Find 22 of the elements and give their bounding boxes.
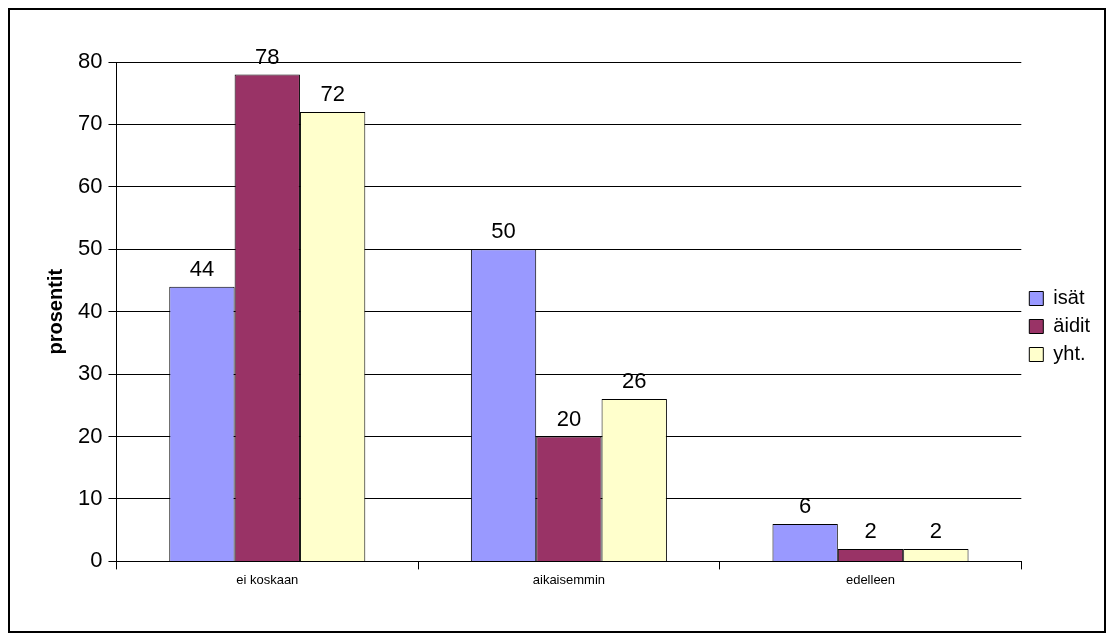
data-label: 2 (929, 517, 942, 543)
x-tick-label: ei koskaan (236, 571, 299, 587)
y-tick-label: 80 (77, 48, 103, 74)
data-label: 72 (320, 81, 345, 106)
data-label: 2 (864, 517, 877, 543)
x-tick-label: edelleen (845, 571, 896, 587)
y-tick-label: 60 (77, 172, 103, 198)
y-tick-label: 40 (77, 297, 103, 323)
y-tick-label: 30 (77, 360, 103, 386)
x-tick-label: aikaisemmin (532, 571, 606, 587)
legend-label: isät (1053, 286, 1085, 309)
y-tick-label: 10 (77, 485, 103, 511)
data-label: 44 (189, 255, 215, 281)
legend-label: yht. (1053, 342, 1086, 365)
y-tick-label: 70 (77, 110, 103, 136)
legend-label: äidit (1053, 314, 1091, 337)
y-tick-label: 50 (77, 235, 103, 261)
y-axis-title: prosentit (43, 268, 66, 355)
y-tick-label: 20 (77, 422, 103, 448)
y-tick-label: 0 (90, 547, 103, 573)
data-label: 20 (556, 405, 582, 431)
data-label: 50 (491, 218, 516, 244)
